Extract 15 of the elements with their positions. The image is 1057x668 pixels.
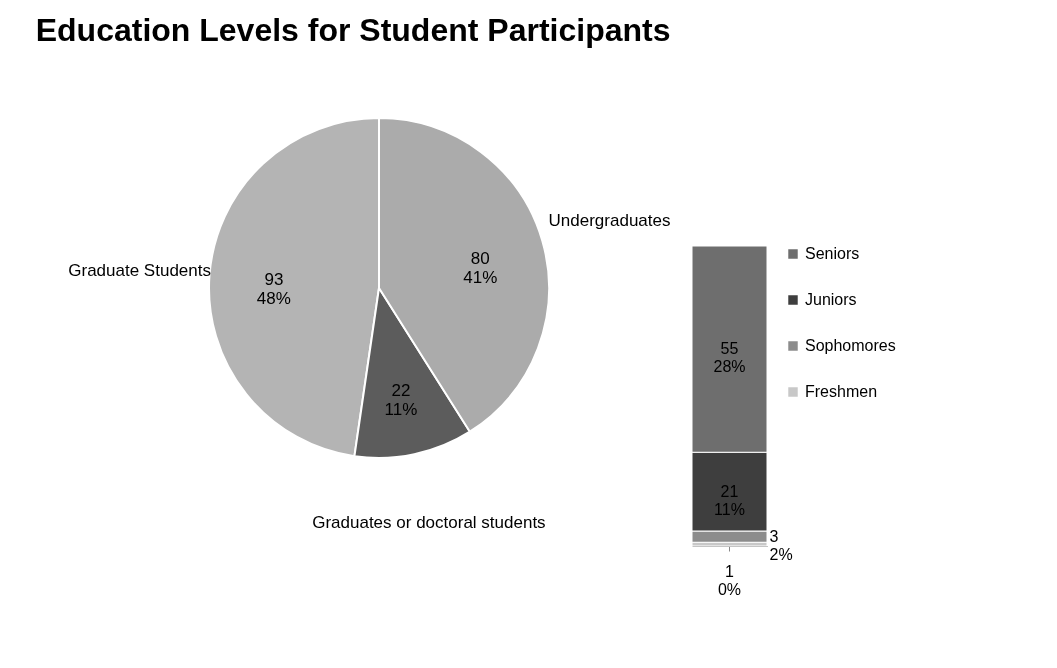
chart-title: Education Levels for Student Participants xyxy=(35,12,671,48)
slice-label: Graduates or doctoral students xyxy=(312,512,546,532)
legend-label: Seniors xyxy=(805,245,860,262)
legend-label: Juniors xyxy=(805,291,857,308)
slice-label: Undergraduates xyxy=(548,211,671,231)
data-label: 3 2% xyxy=(769,527,793,563)
data-label: 22 11% xyxy=(384,381,418,420)
data-label: 21 11% xyxy=(714,482,745,518)
data-label: 93 48% xyxy=(256,270,291,309)
data-label: 55 28% xyxy=(713,340,746,376)
slice-label: Graduate Students xyxy=(68,260,211,280)
data-label: 80 41% xyxy=(463,248,498,287)
legend-label: Sophomores xyxy=(805,337,896,354)
data-label: 1 0% xyxy=(717,563,742,599)
legend-label: Freshmen xyxy=(805,383,878,400)
